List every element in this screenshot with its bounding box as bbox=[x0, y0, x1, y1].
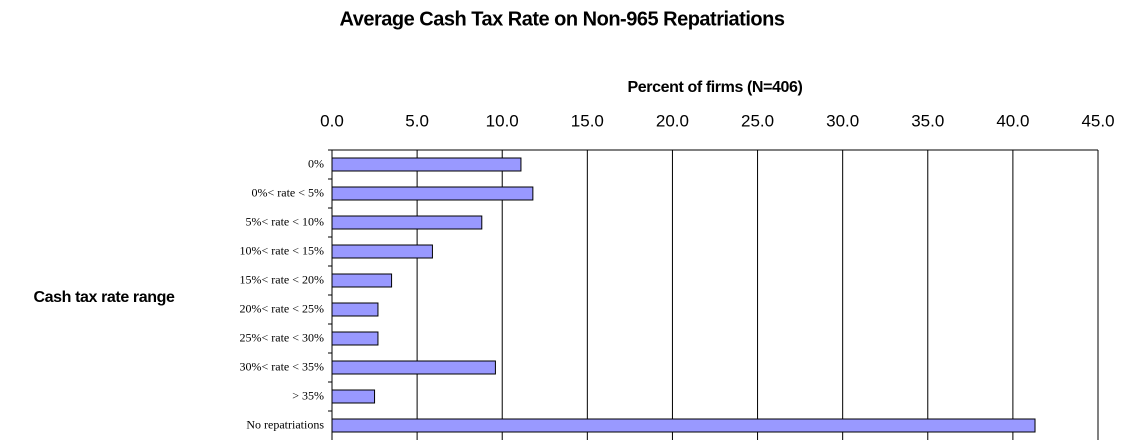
y-tick-label: 15%< rate < 20% bbox=[239, 272, 324, 286]
x-tick-label: 40.0 bbox=[996, 111, 1029, 130]
x-tick-label: 30.0 bbox=[826, 111, 859, 130]
y-tick-label: 0%< rate < 5% bbox=[251, 185, 324, 199]
y-tick-label: > 35% bbox=[292, 388, 324, 402]
bar bbox=[331, 389, 376, 404]
chart-title: Average Cash Tax Rate on Non-965 Repatri… bbox=[340, 8, 785, 30]
bar bbox=[331, 302, 379, 317]
bar bbox=[331, 273, 393, 288]
y-tick-label: 5%< rate < 10% bbox=[245, 214, 324, 228]
y-axis-title: Cash tax rate range bbox=[34, 289, 175, 306]
y-tick-label: No repatriations bbox=[246, 417, 324, 431]
x-tick-label: 10.0 bbox=[486, 111, 519, 130]
bar bbox=[331, 360, 496, 375]
x-tick-label: 5.0 bbox=[405, 111, 429, 130]
bar bbox=[331, 331, 379, 346]
x-tick-label: 0.0 bbox=[320, 111, 344, 130]
x-tick-label: 35.0 bbox=[911, 111, 944, 130]
y-tick-label: 25%< rate < 30% bbox=[239, 330, 324, 344]
bar bbox=[331, 215, 483, 230]
bar bbox=[331, 157, 522, 172]
x-axis-title: Percent of firms (N=406) bbox=[628, 79, 803, 96]
y-tick-label: 0% bbox=[308, 156, 324, 170]
bar bbox=[331, 418, 1036, 433]
x-tick-label: 45.0 bbox=[1081, 111, 1114, 130]
bar bbox=[331, 186, 534, 201]
y-tick-label: 20%< rate < 25% bbox=[239, 301, 324, 315]
x-tick-label: 20.0 bbox=[656, 111, 689, 130]
x-tick-label: 15.0 bbox=[571, 111, 604, 130]
y-tick-label: 10%< rate < 15% bbox=[239, 243, 324, 257]
y-tick-label: 30%< rate < 35% bbox=[239, 359, 324, 373]
bar bbox=[331, 244, 433, 259]
x-tick-label: 25.0 bbox=[741, 111, 774, 130]
